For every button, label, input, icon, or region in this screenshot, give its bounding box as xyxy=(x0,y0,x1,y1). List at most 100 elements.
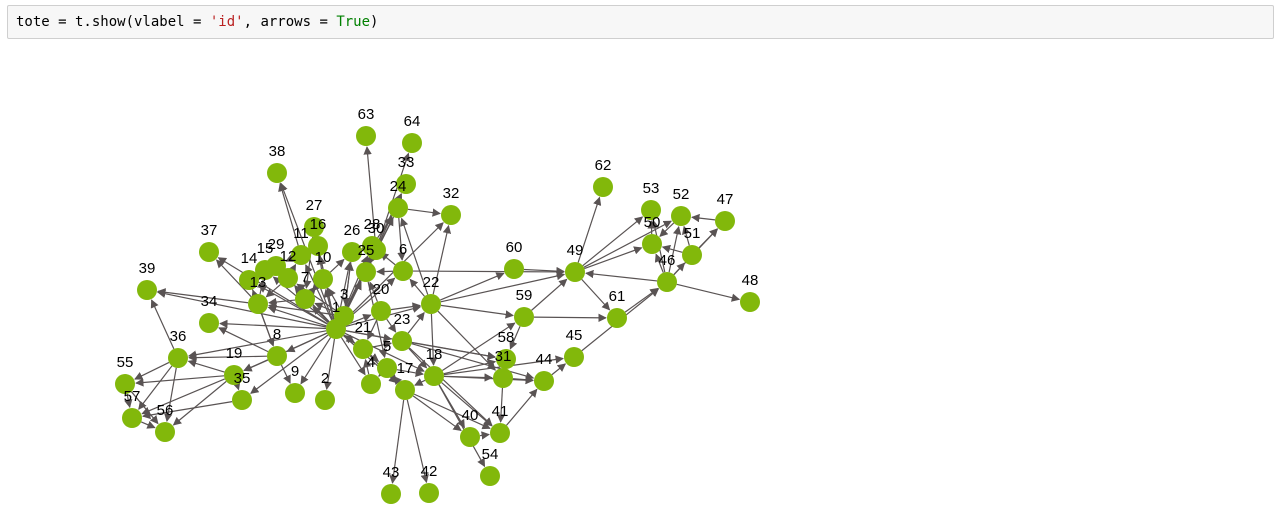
graph-node-55 xyxy=(115,374,135,394)
graph-node-7 xyxy=(295,289,315,309)
code-middle: , arrows = xyxy=(243,14,337,30)
code-suffix: ) xyxy=(370,14,379,30)
edge-52-50 xyxy=(659,222,675,237)
graph-node-32 xyxy=(441,205,461,225)
graph-node-8 xyxy=(267,346,287,366)
graph-node-9 xyxy=(285,383,305,403)
edge-19-56 xyxy=(172,380,227,426)
graph-node-46 xyxy=(657,272,677,292)
edge-30-63 xyxy=(363,146,376,241)
node-label-39: 39 xyxy=(139,260,156,277)
code-text[interactable]: tote = t.show(vlabel = 'id', arrows = Tr… xyxy=(16,14,378,31)
edge-49-61 xyxy=(581,278,611,311)
node-label-5: 5 xyxy=(383,338,391,355)
code-string-literal: 'id' xyxy=(209,14,244,30)
graph-node-24 xyxy=(388,198,408,218)
graph-node-3 xyxy=(334,306,354,326)
edge-20-23 xyxy=(386,318,397,333)
edge-46-48 xyxy=(676,283,741,302)
edge-59-61 xyxy=(533,313,607,323)
graph-node-63 xyxy=(356,126,376,146)
node-label-24: 24 xyxy=(390,178,407,195)
node-label-26: 26 xyxy=(344,222,361,239)
graph-node-54 xyxy=(480,466,500,486)
edge-55-56 xyxy=(130,391,159,425)
graph-node-62 xyxy=(593,177,613,197)
graph-node-39 xyxy=(137,280,157,300)
edge-61-46 xyxy=(624,287,659,313)
node-label-35: 35 xyxy=(234,370,251,387)
code-input-cell[interactable]: tote = t.show(vlabel = 'id', arrows = Tr… xyxy=(7,5,1274,39)
edge-60-49 xyxy=(523,266,565,276)
edge-19-55 xyxy=(135,375,225,387)
edge-18-59 xyxy=(442,322,516,372)
node-label-63: 63 xyxy=(358,106,375,123)
edge-10-7 xyxy=(311,282,321,292)
node-label-23: 23 xyxy=(394,311,411,328)
edge-23-41 xyxy=(408,347,493,427)
edge-22-59 xyxy=(440,304,514,319)
node-label-57: 57 xyxy=(124,388,141,405)
node-label-51: 51 xyxy=(684,225,701,242)
edge-18-17 xyxy=(414,378,426,386)
graph-node-13 xyxy=(248,294,268,314)
node-label-60: 60 xyxy=(506,239,523,256)
node-label-45: 45 xyxy=(566,327,583,344)
edge-47-52 xyxy=(691,213,716,223)
node-layer xyxy=(115,126,760,504)
graph-node-36 xyxy=(168,348,188,368)
graph-node-47 xyxy=(715,211,735,231)
graph-node-58 xyxy=(496,349,516,369)
edge-23-22 xyxy=(407,311,425,334)
edge-8-36 xyxy=(188,353,268,362)
node-label-49: 49 xyxy=(567,242,584,259)
edge-5-18 xyxy=(396,368,424,378)
node-label-16: 16 xyxy=(310,216,327,233)
edge-1-36 xyxy=(187,330,327,359)
edge-7-12 xyxy=(294,285,303,296)
graph-node-2 xyxy=(315,390,335,410)
node-label-47: 47 xyxy=(717,191,734,208)
node-label-53: 53 xyxy=(643,180,660,197)
graph-node-25 xyxy=(356,262,376,282)
node-label-41: 41 xyxy=(492,403,509,420)
edge-46-50 xyxy=(654,253,664,273)
graph-node-6 xyxy=(393,261,413,281)
edge-20-21 xyxy=(367,319,378,340)
edge-35-57 xyxy=(142,401,233,420)
edge-1-2 xyxy=(323,338,336,390)
graph-node-19 xyxy=(224,365,244,385)
edge-6-49 xyxy=(412,267,565,277)
edge-31-44 xyxy=(512,375,534,384)
edge-17-42 xyxy=(406,399,429,484)
node-label-3: 3 xyxy=(340,286,348,303)
node-label-54: 54 xyxy=(482,446,499,463)
node-label-36: 36 xyxy=(170,328,187,345)
graph-node-40 xyxy=(460,427,480,447)
edge-41-44 xyxy=(506,388,538,426)
code-prefix: tote = t.show(vlabel = xyxy=(16,14,210,30)
graph-node-31 xyxy=(493,368,513,388)
node-label-38: 38 xyxy=(269,143,286,160)
graph-node-11 xyxy=(291,245,311,265)
graph-node-26 xyxy=(342,242,362,262)
node-label-12: 12 xyxy=(280,248,297,265)
graph-node-16 xyxy=(308,236,328,256)
graph-node-5 xyxy=(377,358,397,378)
edge-24-6 xyxy=(397,217,406,261)
graph-node-50 xyxy=(642,234,662,254)
edge-5-4 xyxy=(378,367,388,377)
edge-12-11 xyxy=(288,263,297,274)
node-label-59: 59 xyxy=(516,287,533,304)
edge-22-31 xyxy=(437,310,496,371)
node-label-55: 55 xyxy=(117,354,134,371)
edge-3-7 xyxy=(314,302,336,313)
edge-23-44 xyxy=(411,343,535,381)
node-label-43: 43 xyxy=(383,464,400,481)
edge-8-34 xyxy=(218,327,269,353)
graph-node-23 xyxy=(392,331,412,351)
edge-4-21 xyxy=(363,358,372,375)
edge-20-22 xyxy=(390,302,421,311)
node-label-1: 1 xyxy=(332,299,340,316)
node-label-25: 25 xyxy=(358,242,375,259)
